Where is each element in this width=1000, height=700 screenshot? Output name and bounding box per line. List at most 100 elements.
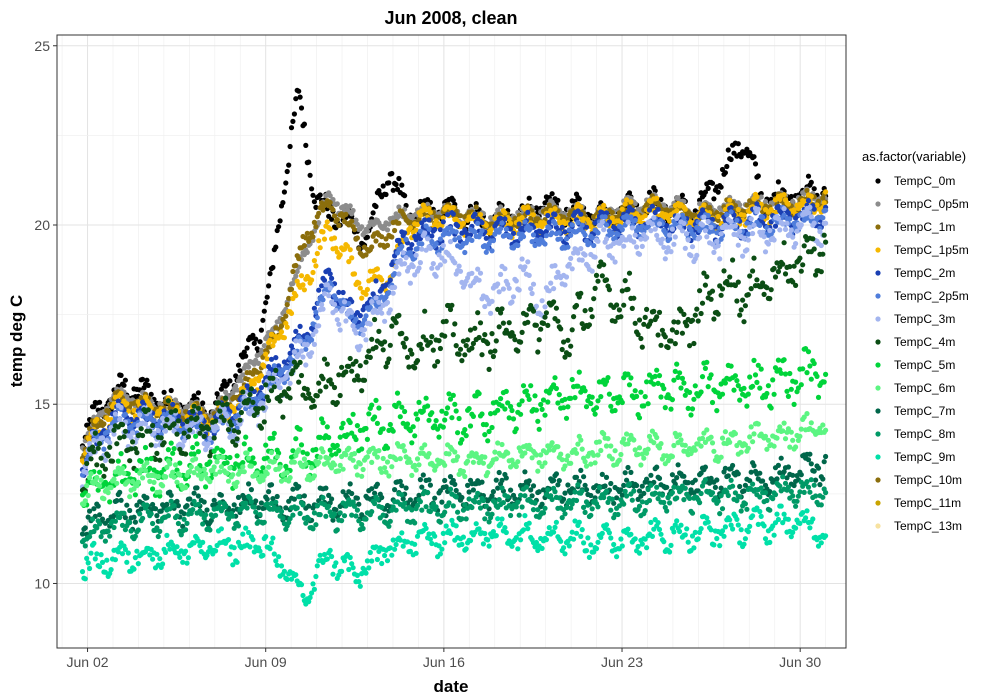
point	[324, 282, 330, 288]
point	[499, 220, 505, 226]
point	[709, 399, 716, 406]
point	[559, 346, 565, 353]
point	[622, 201, 628, 207]
point	[402, 448, 408, 454]
point	[646, 207, 653, 213]
point	[225, 427, 232, 433]
point	[87, 475, 93, 481]
point	[350, 323, 356, 329]
point	[291, 111, 297, 117]
point	[606, 391, 613, 397]
point	[162, 428, 169, 434]
point	[114, 480, 120, 486]
point	[798, 222, 804, 228]
point	[273, 367, 279, 373]
point	[243, 434, 249, 440]
point	[768, 287, 774, 293]
point	[260, 465, 266, 471]
point	[290, 118, 296, 124]
point	[188, 415, 194, 421]
point	[479, 411, 485, 417]
point	[193, 433, 199, 439]
point	[87, 440, 93, 447]
point	[672, 341, 678, 347]
point	[373, 295, 379, 301]
point	[551, 299, 557, 305]
point	[234, 387, 240, 393]
point	[261, 343, 267, 349]
point	[419, 241, 425, 247]
point	[256, 406, 262, 412]
point	[426, 226, 432, 232]
point	[687, 343, 693, 349]
point	[155, 474, 161, 480]
point	[449, 302, 455, 308]
point	[561, 405, 567, 411]
point	[771, 265, 777, 272]
point	[373, 397, 379, 403]
point	[804, 187, 810, 194]
point	[131, 407, 137, 413]
point	[526, 272, 532, 278]
point	[369, 402, 375, 408]
point	[656, 373, 663, 379]
point	[353, 217, 359, 223]
point	[407, 459, 413, 465]
point	[569, 327, 575, 333]
point	[688, 412, 694, 418]
point	[403, 336, 409, 342]
point	[410, 424, 416, 430]
point	[588, 306, 594, 313]
point	[634, 393, 640, 399]
point	[293, 436, 299, 442]
point	[642, 394, 648, 400]
point	[811, 246, 817, 252]
point	[654, 195, 660, 201]
point	[446, 451, 452, 457]
point	[684, 231, 690, 237]
point	[628, 199, 634, 205]
point	[344, 432, 350, 438]
point	[227, 454, 233, 461]
point	[256, 360, 262, 366]
point	[530, 212, 537, 218]
point	[172, 462, 179, 468]
point	[260, 400, 266, 406]
point	[509, 299, 515, 305]
point	[575, 250, 581, 256]
point	[357, 343, 363, 349]
point	[583, 224, 590, 230]
point	[546, 288, 552, 294]
point	[155, 428, 161, 434]
point	[516, 287, 522, 293]
point	[112, 469, 118, 475]
point	[181, 438, 187, 444]
point	[412, 272, 418, 278]
point	[581, 216, 587, 222]
point	[417, 212, 423, 218]
point	[363, 425, 369, 432]
point	[313, 446, 319, 453]
point	[785, 201, 792, 207]
point	[397, 456, 403, 462]
point	[387, 307, 393, 313]
point	[496, 289, 502, 295]
point	[383, 236, 389, 242]
point	[433, 273, 439, 279]
point	[794, 228, 800, 234]
point	[442, 462, 448, 468]
point	[283, 180, 289, 186]
point	[495, 407, 501, 413]
point	[258, 425, 264, 431]
point	[745, 237, 751, 243]
point	[689, 244, 696, 250]
point	[290, 268, 296, 275]
point	[515, 242, 521, 249]
point	[317, 388, 323, 394]
point	[505, 400, 511, 406]
point	[691, 340, 697, 347]
point	[477, 320, 484, 326]
point	[460, 338, 466, 344]
point	[224, 381, 230, 388]
point	[266, 364, 272, 370]
